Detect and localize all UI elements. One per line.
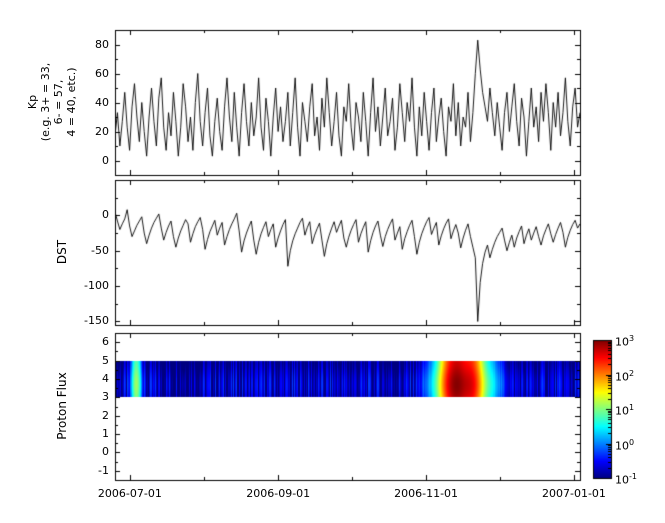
kp-axis-label-line-3: 6- = 57, xyxy=(52,79,65,125)
kp-axis-label-line-2: (e.g. 3+ = 33, xyxy=(39,62,52,142)
kp-axis-label-line-4: 4 = 40, etc.) xyxy=(65,67,78,137)
kp-axis-label-line-1: Kp xyxy=(26,94,39,110)
proton-flux-axis-label: Proton Flux xyxy=(55,372,69,440)
dst-axis-label: DST xyxy=(55,239,69,265)
kp-axis-label: Kp (e.g. 3+ = 33, 6- = 57, 4 = 40, etc.) xyxy=(26,63,78,141)
